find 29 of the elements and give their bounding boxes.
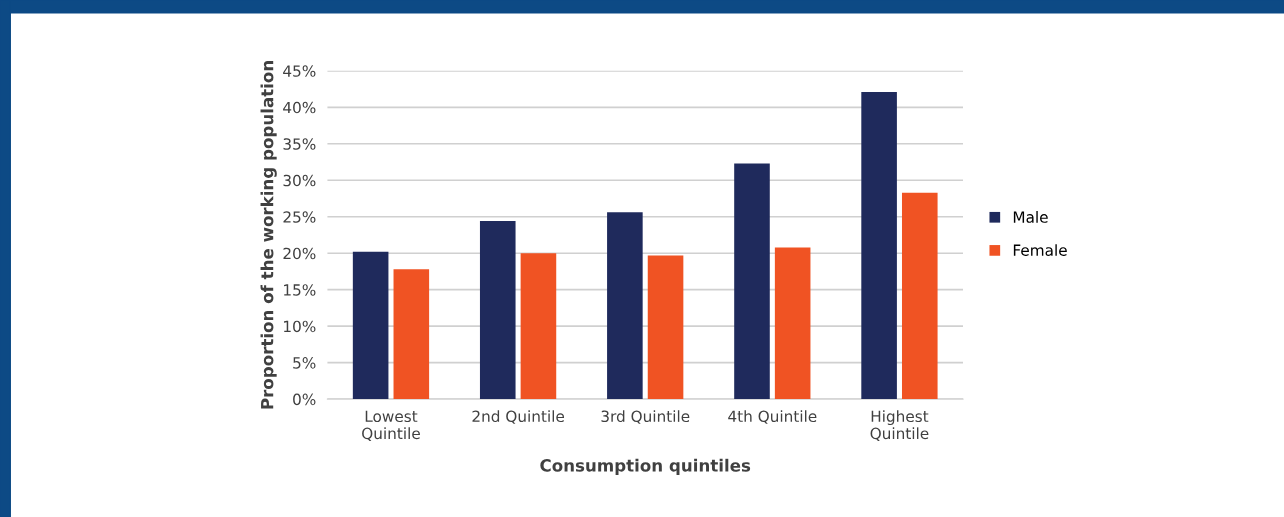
bar [861,91,897,400]
bar [479,221,516,400]
bar [607,212,643,400]
legend-label: Male [1013,211,1048,223]
y-tick-label: 35% [283,138,316,150]
x-tick-label: 4th Quintile [728,410,817,424]
bar [520,253,557,400]
y-tick-label: 45% [283,65,316,77]
y-tick-label: 25% [283,211,316,223]
bar [734,163,770,400]
bar [901,192,938,400]
y-tick-label: 15% [284,284,316,296]
y-tick-label: 30% [283,174,316,187]
y-tick-label: 0% [293,393,316,406]
x-tick-label: 3rd Quintile [601,410,690,424]
y-tick-label: 40% [283,101,316,114]
bar [352,251,389,400]
legend-label: Female [1013,244,1067,256]
x-axis-title: Consumption quintiles [540,458,751,475]
y-tick-label: 5% [293,357,316,369]
y-tick-label: 10% [284,320,316,333]
y-tick-label: 20% [283,247,316,260]
bar [774,247,811,400]
bar [647,255,684,400]
bar [393,269,430,400]
x-tick-label: 2nd Quintile [472,410,565,424]
x-tick-label: Lowest Quintile [362,410,420,441]
y-axis-title: Proportion of the working population [260,61,277,409]
x-tick-label: Highest Quintile [870,410,929,441]
